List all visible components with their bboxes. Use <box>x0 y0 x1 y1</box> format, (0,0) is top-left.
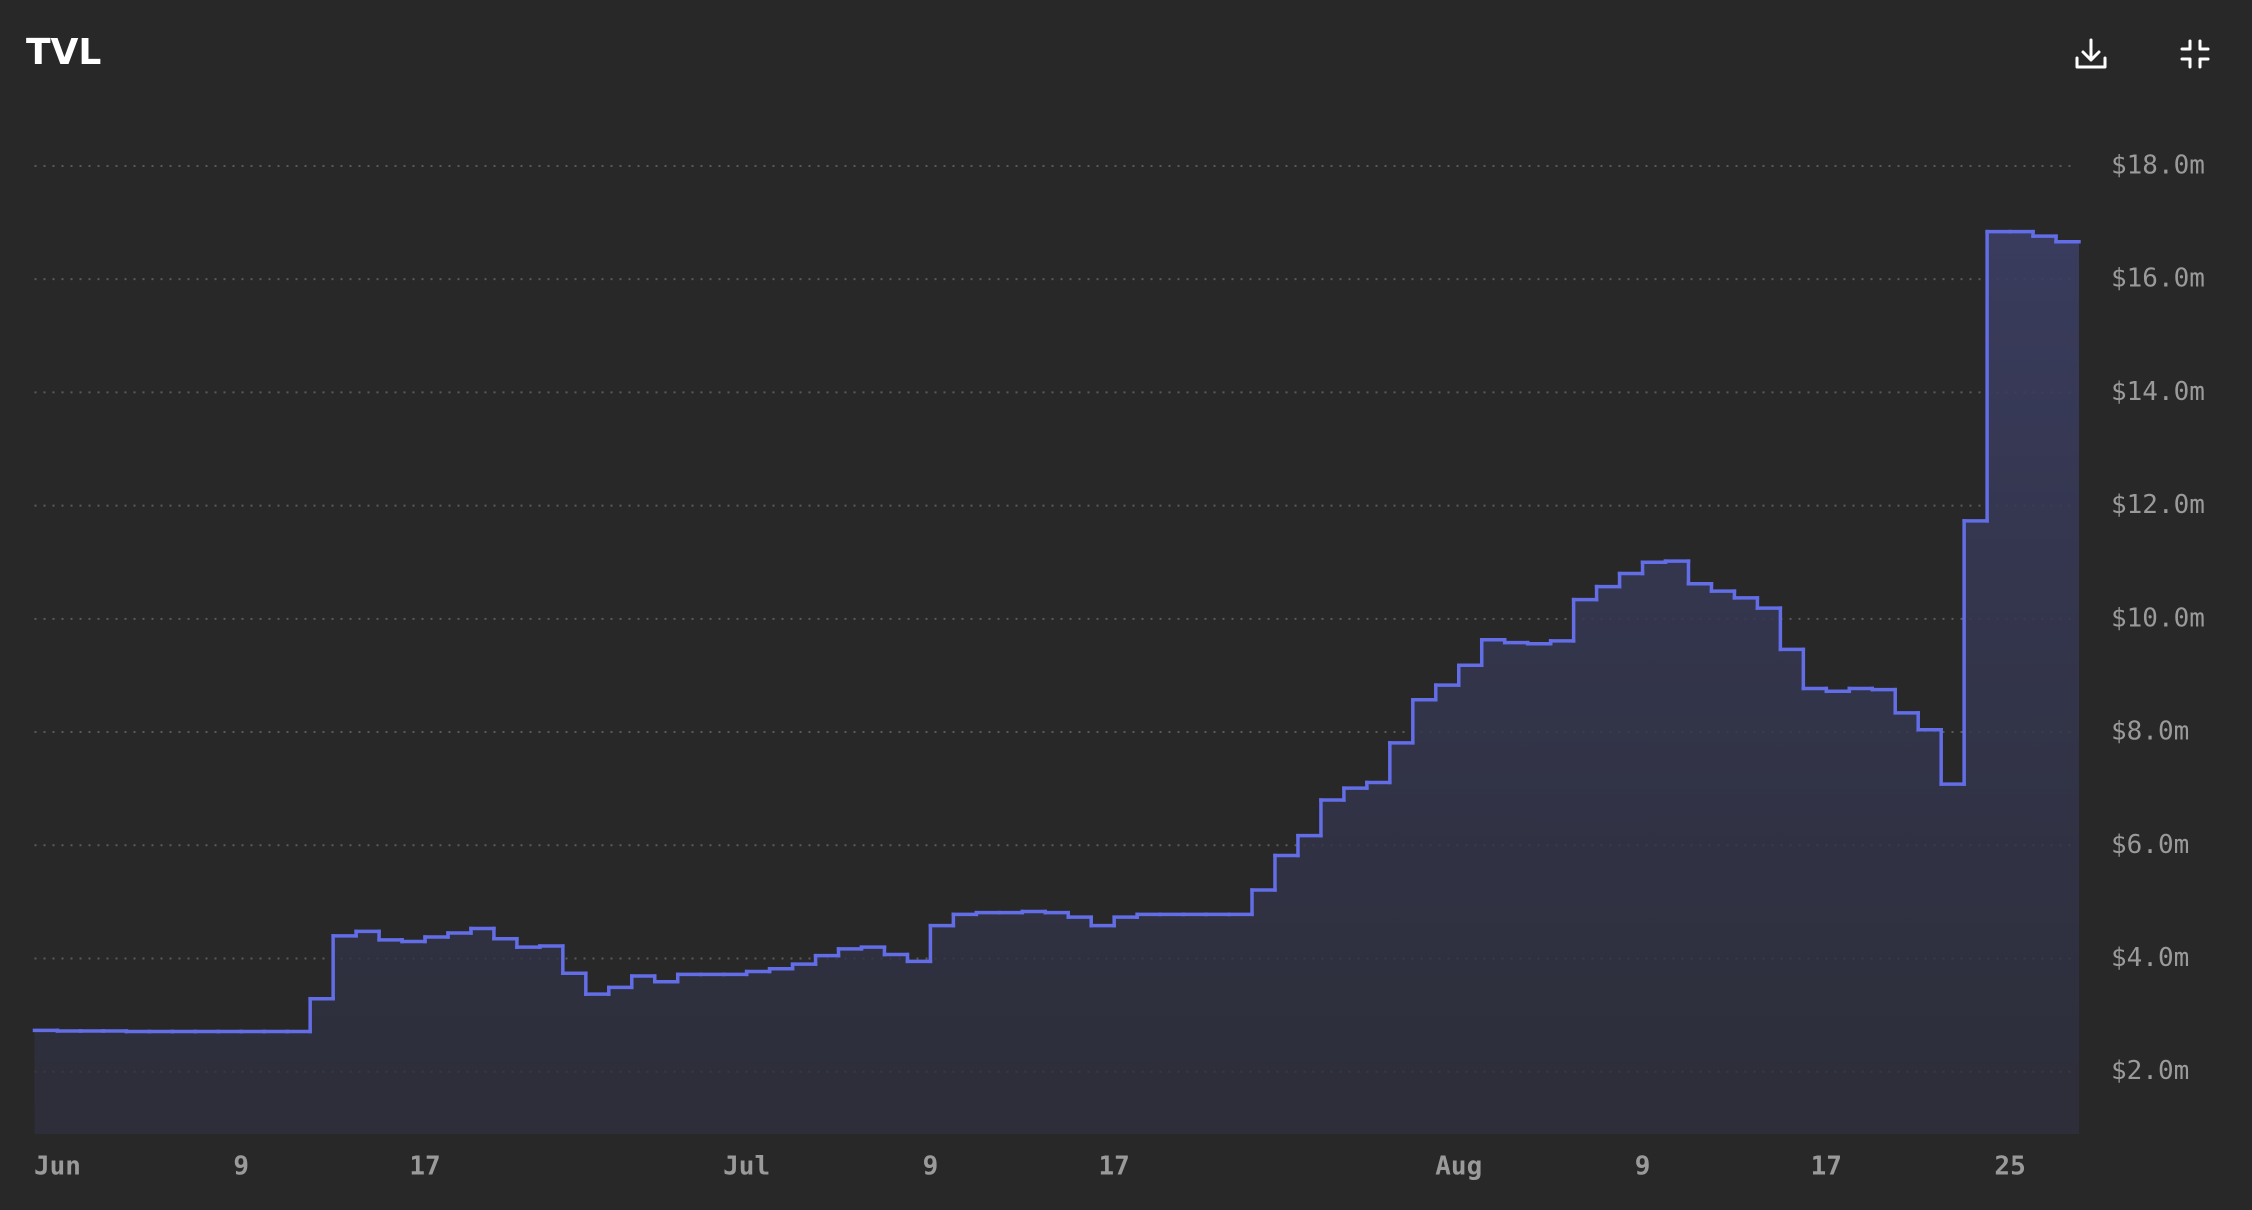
y-tick-label: $6.0m <box>2111 830 2189 860</box>
y-tick-label: $12.0m <box>2111 490 2205 520</box>
collapse-button[interactable] <box>2173 32 2217 76</box>
collapse-hit[interactable] <box>2173 32 2217 76</box>
area <box>34 231 2079 1134</box>
y-tick-label: $16.0m <box>2111 264 2205 294</box>
axes: $2.0m $4.0m $6.0m $8.0m $10.0m $12.0m $14.0m $1… <box>34 150 2205 1181</box>
y-tick-label: $14.0m <box>2111 377 2205 407</box>
y-tick-label: $2.0m <box>2111 1056 2189 1086</box>
collapse-icon <box>2180 39 2210 69</box>
x-tick-label: 25 <box>1994 1152 2025 1182</box>
plot <box>32 229 2081 1134</box>
x-tick-label: Aug <box>1435 1152 1482 1182</box>
x-tick-label: 9 <box>233 1152 249 1182</box>
x-tick-label: 17 <box>1099 1152 1130 1182</box>
y-tick-label: $8.0m <box>2111 717 2189 747</box>
x-tick-label: 9 <box>923 1152 939 1182</box>
x-tick-label: Jul <box>723 1152 770 1182</box>
y-tick-label: $18.0m <box>2111 150 2205 180</box>
download-button[interactable] <box>2069 32 2113 76</box>
y-tick-label: $10.0m <box>2111 603 2205 633</box>
x-tick-label: 9 <box>1635 1152 1651 1182</box>
x-tick-label: 17 <box>409 1152 440 1182</box>
download-icon <box>2075 38 2107 69</box>
x-tick-label: 17 <box>1811 1152 1842 1182</box>
x-tick-label: Jun <box>34 1152 81 1182</box>
chart-title: TVL <box>26 32 101 73</box>
y-tick-label: $4.0m <box>2111 943 2189 973</box>
